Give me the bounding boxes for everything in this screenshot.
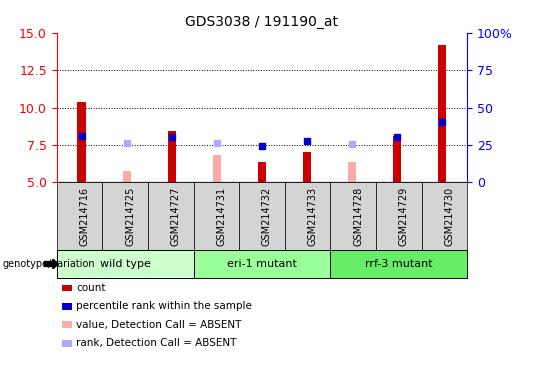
Text: GSM214725: GSM214725 (125, 186, 135, 246)
Text: rrf-3 mutant: rrf-3 mutant (365, 259, 433, 269)
Text: GSM214716: GSM214716 (79, 187, 90, 245)
Bar (77, 101, 85, 182)
Text: GSM214731: GSM214731 (217, 187, 226, 245)
Bar (438, 45, 447, 182)
Text: wild type: wild type (100, 259, 151, 269)
Text: GSM214733: GSM214733 (307, 187, 318, 245)
Bar (303, 152, 311, 182)
Text: GSM214728: GSM214728 (353, 186, 363, 246)
Title: GDS3038 / 191190_at: GDS3038 / 191190_at (185, 15, 339, 29)
Text: GSM214729: GSM214729 (399, 186, 409, 246)
Text: percentile rank within the sample: percentile rank within the sample (76, 301, 252, 311)
Text: eri-1 mutant: eri-1 mutant (227, 259, 297, 269)
Bar (393, 136, 401, 182)
Text: count: count (76, 283, 106, 293)
Text: GSM214730: GSM214730 (444, 187, 454, 245)
Text: value, Detection Call = ABSENT: value, Detection Call = ABSENT (76, 320, 241, 330)
Text: rank, Detection Call = ABSENT: rank, Detection Call = ABSENT (76, 338, 237, 348)
Bar (167, 131, 176, 182)
Text: GSM214727: GSM214727 (171, 186, 181, 246)
Bar (123, 171, 131, 182)
Bar (348, 162, 356, 182)
Bar (213, 156, 221, 182)
Text: GSM214732: GSM214732 (262, 186, 272, 246)
Text: genotype/variation: genotype/variation (3, 259, 96, 269)
Bar (258, 162, 266, 182)
